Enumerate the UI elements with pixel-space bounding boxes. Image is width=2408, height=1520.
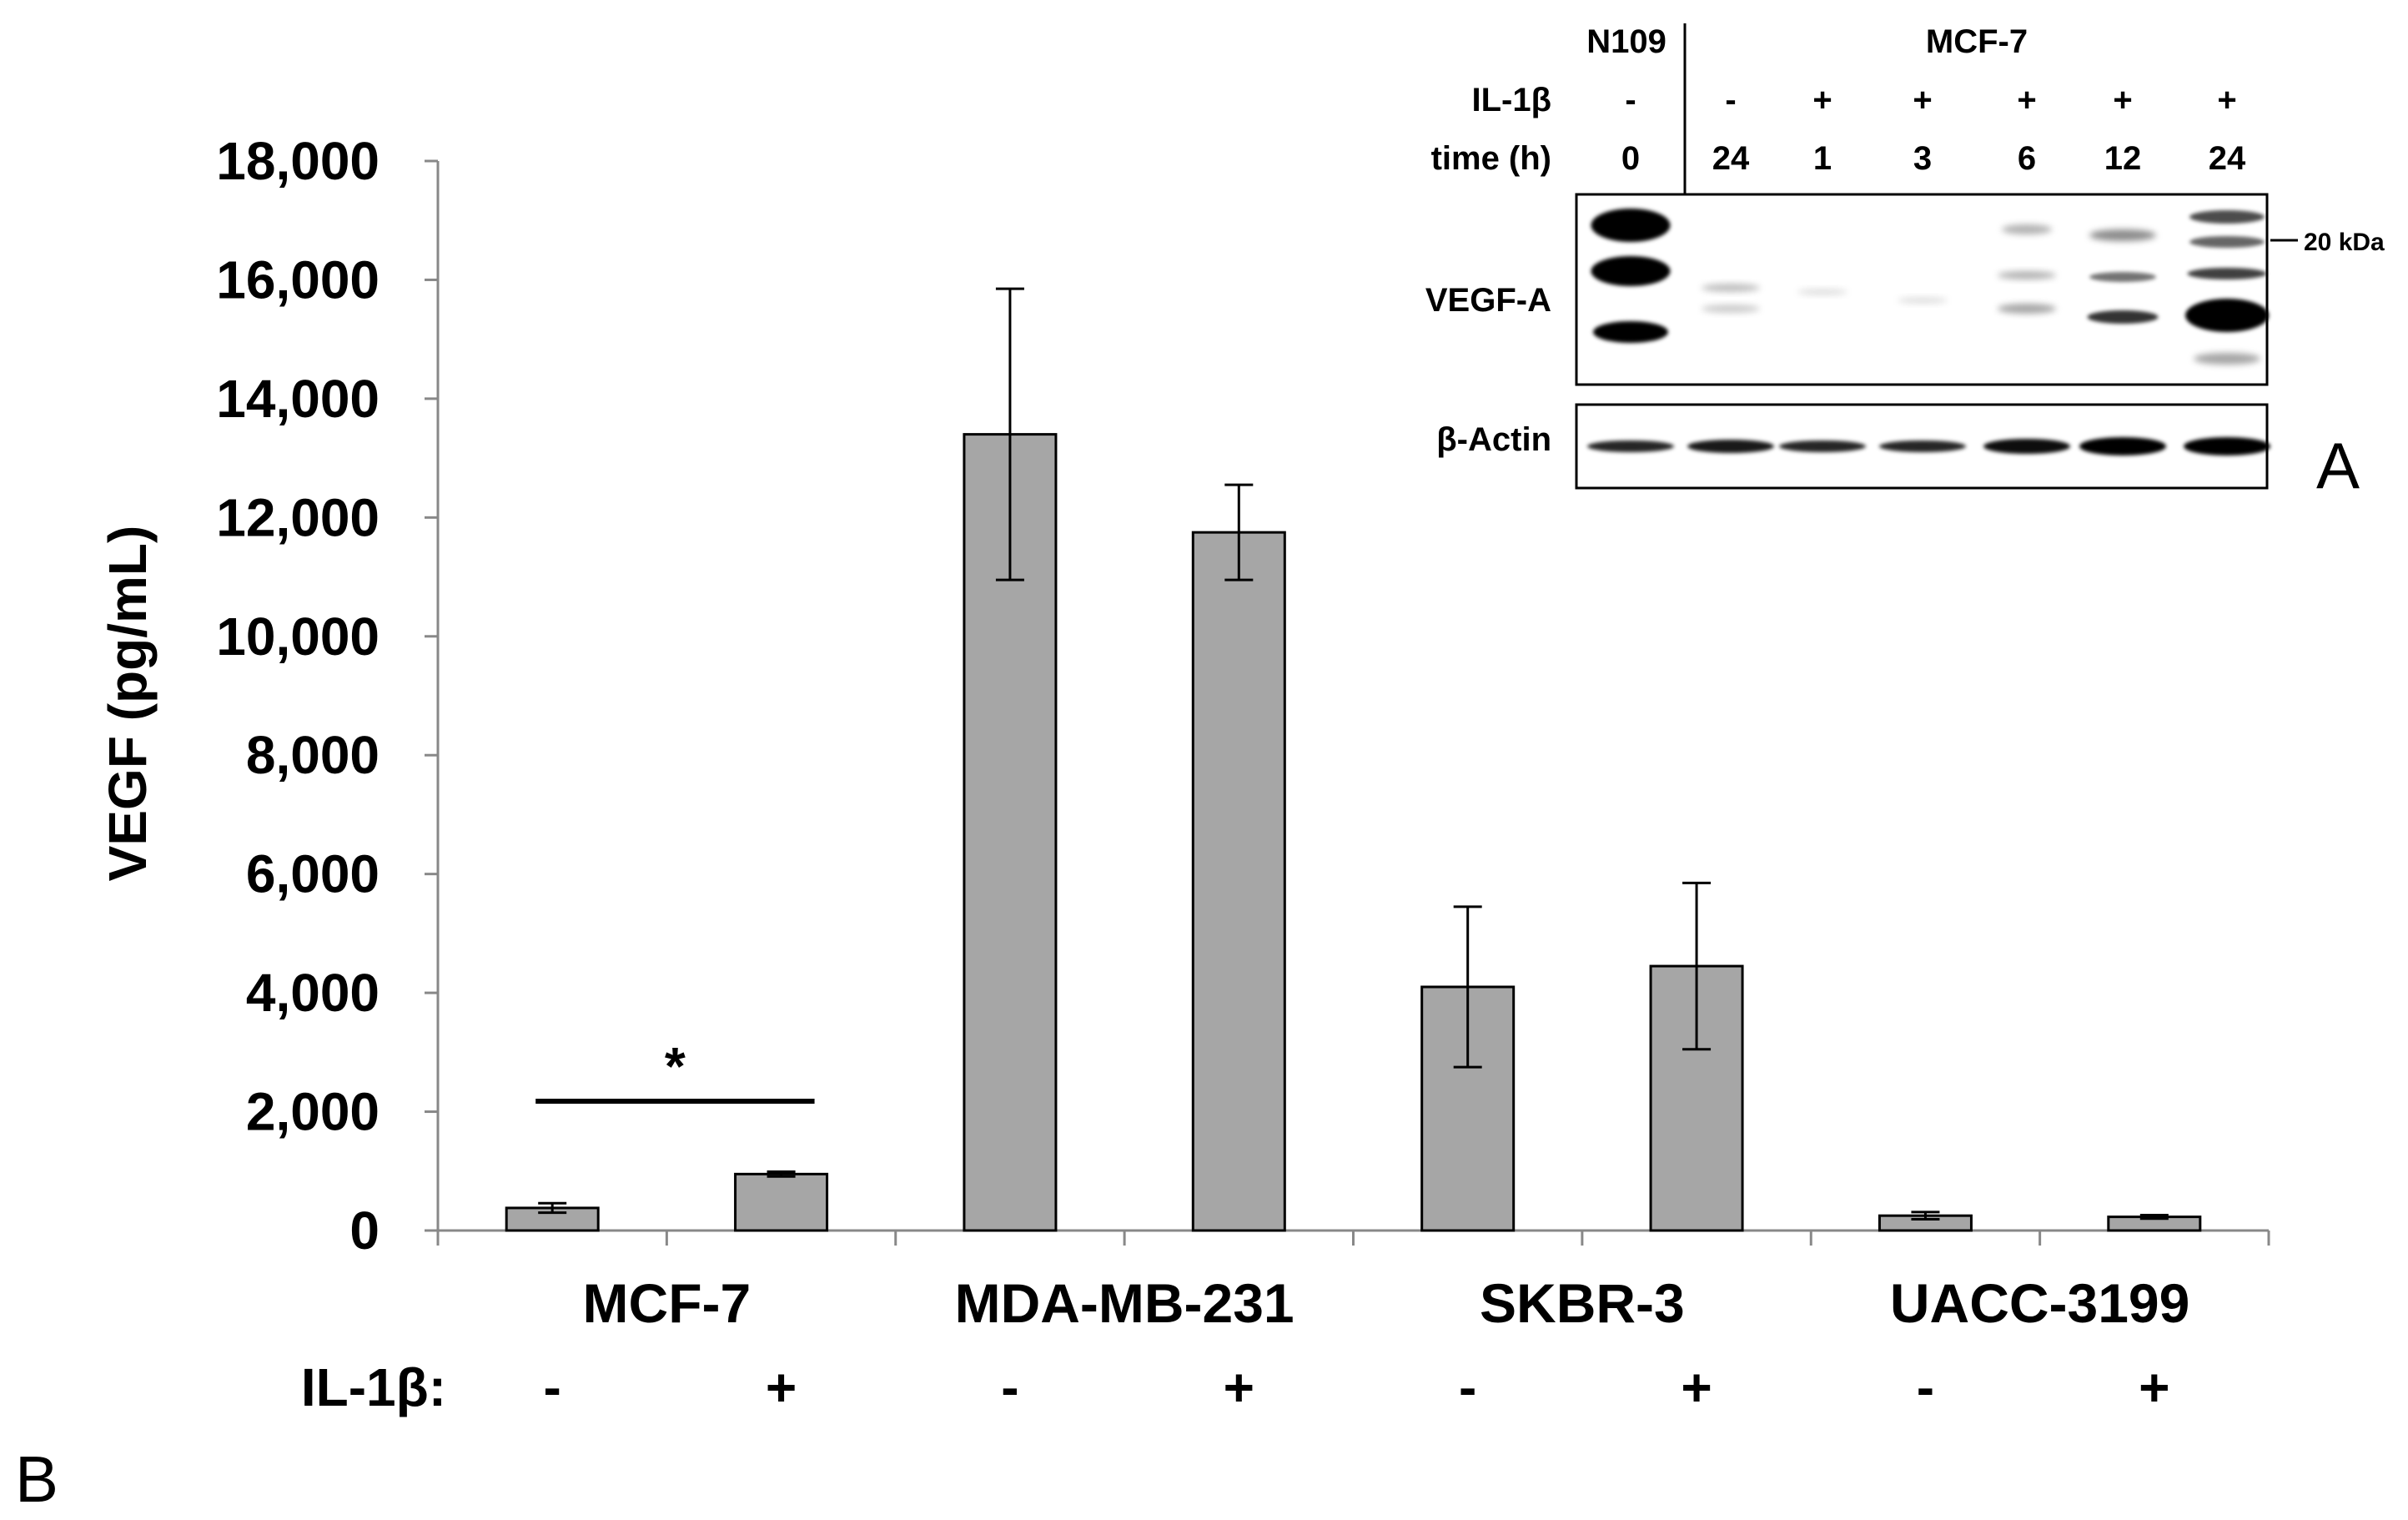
blot-band bbox=[1687, 440, 1774, 453]
lane-il1b-sign: + bbox=[1812, 82, 1832, 118]
group-label: MDA-MB-231 bbox=[955, 1272, 1294, 1334]
bar bbox=[1191, 531, 1286, 1232]
group-labels: MCF-7 MDA-MB-231 SKBR-3 UACC-3199 bbox=[583, 1272, 2190, 1334]
blot-band bbox=[2089, 272, 2156, 282]
blot-band bbox=[2189, 210, 2265, 224]
western-blot-inset: N109 MCF-7 IL-1β time (h) - - + + + + +0 24 1 3 6 1… bbox=[1425, 23, 2385, 502]
vegf-bands bbox=[1591, 209, 2269, 365]
blot-band bbox=[1983, 439, 2070, 454]
error-bars bbox=[538, 287, 2169, 1221]
blot-band bbox=[1591, 209, 1671, 242]
lane-time: 3 bbox=[1913, 140, 1932, 177]
treatment-sign: + bbox=[1224, 1357, 1254, 1417]
lane-time: 1 bbox=[1813, 140, 1832, 177]
y-axis-ticks: 0 2,000 4,000 6,000 8,000 10,000 12,000 14,000 1… bbox=[216, 131, 438, 1261]
blot-band bbox=[2187, 268, 2267, 279]
y-axis-label: VEGF (pg/mL) bbox=[98, 526, 158, 882]
actin-bands bbox=[1587, 437, 2270, 455]
lane-time: 12 bbox=[2104, 140, 2142, 177]
lane-time: 6 bbox=[2018, 140, 2036, 177]
blot-band bbox=[1898, 297, 1948, 304]
blot-row-time-label: time (h) bbox=[1431, 140, 1551, 177]
y-tick-label: 10,000 bbox=[216, 606, 380, 667]
treatment-sign: + bbox=[766, 1357, 797, 1417]
treatment-sign: - bbox=[1459, 1357, 1476, 1417]
blot-band bbox=[1797, 289, 1847, 295]
blot-band bbox=[1879, 440, 1966, 452]
blot-header-mcf7: MCF-7 bbox=[1926, 23, 2028, 60]
lane-il1b-sign: - bbox=[1625, 82, 1636, 118]
y-tick-label: 6,000 bbox=[246, 844, 380, 904]
lane-il1b-sign: + bbox=[2113, 82, 2132, 118]
lane-il1b-sign: + bbox=[2217, 82, 2236, 118]
blot-band bbox=[2184, 437, 2270, 455]
treatment-sign: + bbox=[1681, 1357, 1712, 1417]
blot-band bbox=[1593, 321, 1668, 343]
treatment-sign: - bbox=[1001, 1357, 1018, 1417]
significance-star: * bbox=[665, 1036, 686, 1096]
y-tick-label: 16,000 bbox=[216, 249, 380, 310]
blot-band bbox=[1587, 440, 1674, 452]
blot-header-n109: N109 bbox=[1586, 23, 1666, 60]
significance-marker: * bbox=[535, 1036, 815, 1104]
vegf-label: VEGF-A bbox=[1425, 282, 1551, 319]
blot-band bbox=[1702, 305, 1760, 313]
treatment-row-label: IL-1β: bbox=[301, 1357, 446, 1417]
blot-row-il1b-label: IL-1β bbox=[1471, 82, 1551, 118]
treatment-labels: - + - + - + - + bbox=[544, 1357, 2170, 1417]
treatment-sign: - bbox=[1917, 1357, 1934, 1417]
panel-label-a: A bbox=[2316, 429, 2360, 502]
bar bbox=[505, 1206, 600, 1232]
actin-label: β-Actin bbox=[1436, 421, 1551, 458]
group-label: MCF-7 bbox=[583, 1272, 752, 1334]
lane-time: 0 bbox=[1621, 140, 1640, 177]
blot-lane-headers: - - + + + + +0 24 1 3 6 12 24 bbox=[1621, 82, 2246, 177]
blot-band bbox=[1998, 304, 2056, 314]
panel-label-b: B bbox=[15, 1442, 58, 1516]
lane-il1b-sign: - bbox=[1725, 82, 1736, 118]
bars bbox=[505, 433, 2202, 1232]
group-label: UACC-3199 bbox=[1890, 1272, 2189, 1334]
y-tick-label: 14,000 bbox=[216, 369, 380, 429]
blot-band bbox=[2185, 299, 2269, 332]
vegf-blot-frame bbox=[1575, 193, 2269, 386]
bar-chart: VEGF (pg/mL) 0 2,000 4,000 6,000 8,000 10,000… bbox=[15, 131, 2270, 1516]
lane-time: 24 bbox=[2209, 140, 2246, 177]
blot-band bbox=[2002, 224, 2052, 234]
y-tick-label: 2,000 bbox=[246, 1082, 380, 1142]
treatment-sign: + bbox=[2139, 1357, 2169, 1417]
y-tick-label: 4,000 bbox=[246, 963, 380, 1023]
y-tick-label: 0 bbox=[349, 1200, 380, 1261]
blot-band bbox=[2189, 236, 2265, 248]
y-tick-label: 12,000 bbox=[216, 487, 380, 547]
blot-band bbox=[2194, 353, 2260, 365]
blot-band bbox=[1779, 440, 1866, 452]
treatment-sign: - bbox=[544, 1357, 561, 1417]
blot-band bbox=[1702, 284, 1760, 292]
blot-band bbox=[2087, 310, 2159, 324]
y-tick-label: 8,000 bbox=[246, 725, 380, 785]
blot-band bbox=[1591, 256, 1671, 286]
blot-band bbox=[1998, 271, 2056, 279]
y-tick-label: 18,000 bbox=[216, 131, 380, 191]
bar bbox=[734, 1172, 829, 1232]
lane-il1b-sign: + bbox=[2017, 82, 2036, 118]
blot-band bbox=[2089, 229, 2156, 241]
lane-time: 24 bbox=[1712, 140, 1750, 177]
blot-band bbox=[2079, 437, 2166, 455]
lane-il1b-sign: + bbox=[1913, 82, 1932, 118]
marker-label: 20 kDa bbox=[2304, 229, 2385, 256]
group-label: SKBR-3 bbox=[1480, 1272, 1685, 1334]
